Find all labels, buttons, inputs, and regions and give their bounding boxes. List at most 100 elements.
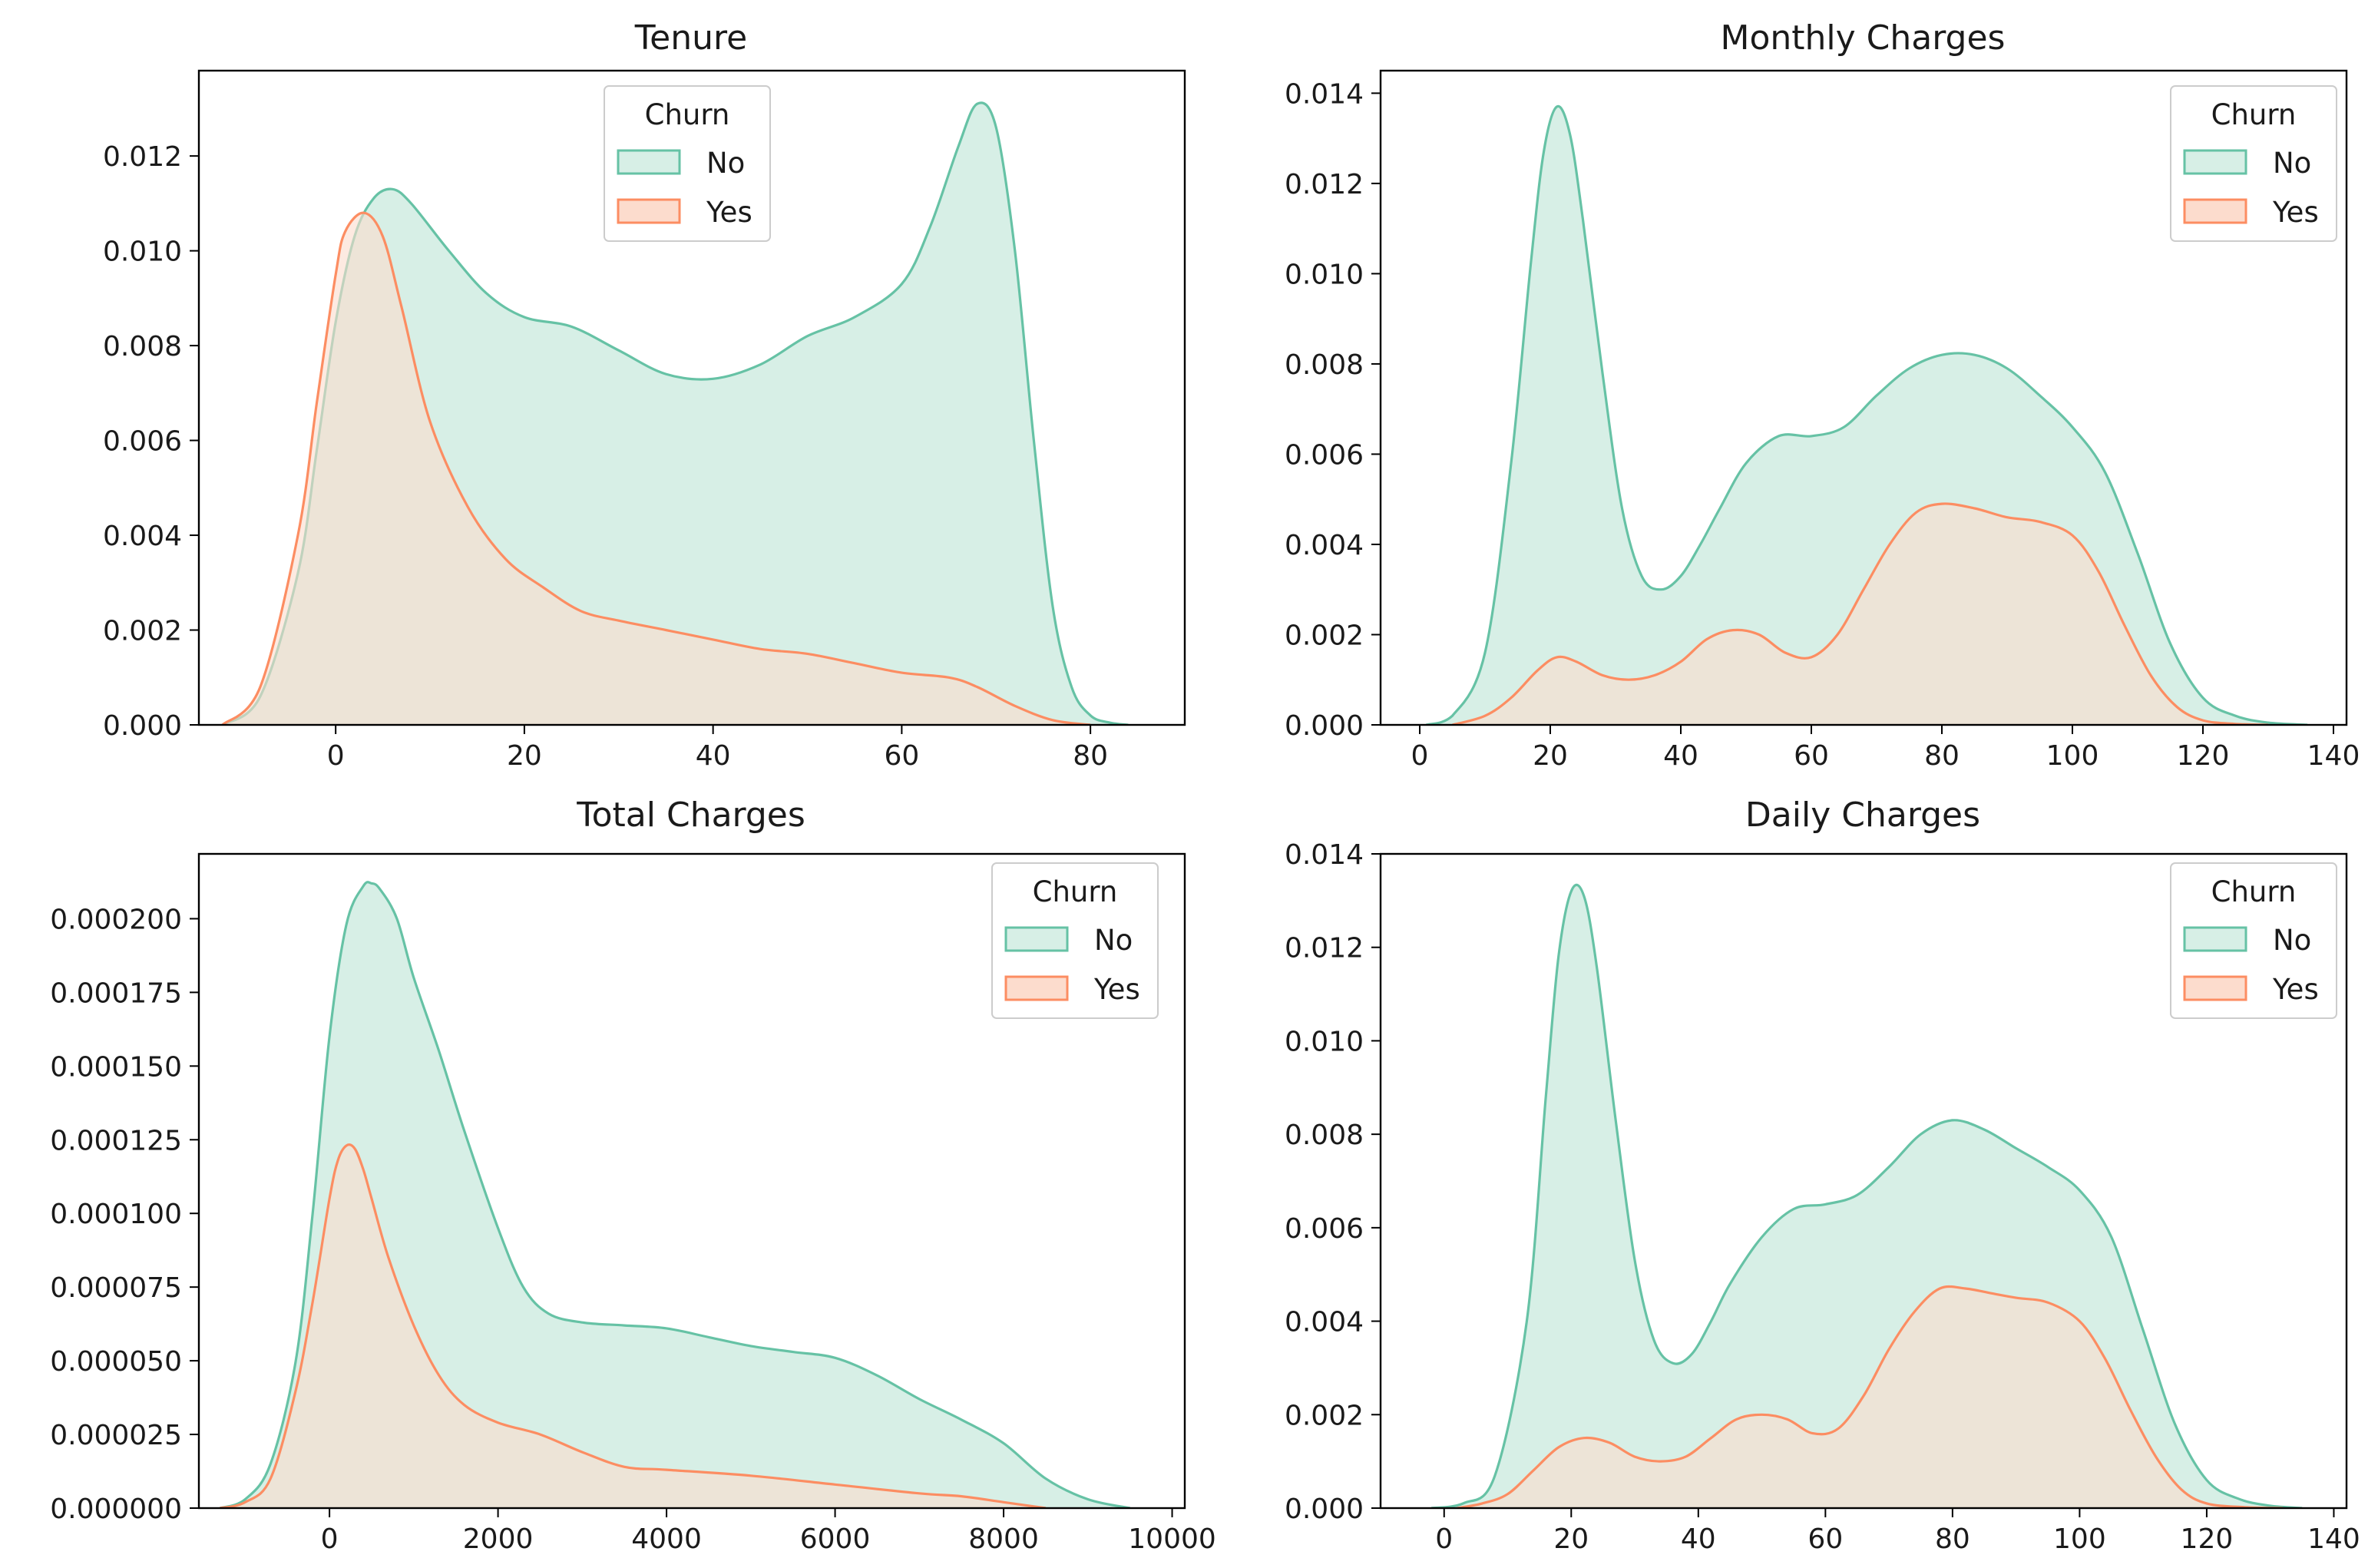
- x-tick-label: 60: [1794, 740, 1829, 772]
- legend-label-yes: Yes: [2272, 196, 2319, 229]
- y-tick-label: 0.010: [1285, 1026, 1364, 1057]
- y-tick-label: 0.000075: [50, 1272, 182, 1304]
- density-line-yes: [221, 211, 1091, 725]
- legend: Churn No Yes: [2170, 862, 2337, 1019]
- y-tick-label: 0.004: [103, 521, 182, 552]
- legend-title: Churn: [2211, 98, 2297, 131]
- x-tick-label: 0: [1411, 740, 1429, 772]
- x-tick-label: 140: [2307, 740, 2360, 772]
- y-tick-label: 0.008: [1285, 1120, 1364, 1151]
- density-line-no: [1430, 883, 2303, 1508]
- y-tick-label: 0.008: [1285, 349, 1364, 381]
- subplot-title: Total Charges: [576, 796, 805, 835]
- y-tick-label: 0.006: [1285, 439, 1364, 471]
- axes-frame: [197, 69, 1186, 726]
- plot-area: [1425, 104, 2308, 725]
- x-tick-label: 40: [1663, 740, 1698, 772]
- legend-swatch-no: [617, 149, 681, 175]
- y-tick-label: 0.000175: [50, 978, 182, 1009]
- legend-swatch-yes: [2183, 975, 2247, 1001]
- x-tick-label: 2000: [463, 1523, 534, 1555]
- y-tick-label: 0.002: [1285, 1400, 1364, 1431]
- y-tick-label: 0.004: [1285, 530, 1364, 561]
- x-tick-label: 4000: [631, 1523, 702, 1555]
- subplot-title: Monthly Charges: [1721, 18, 2006, 58]
- legend-label-yes: Yes: [1093, 973, 1140, 1006]
- y-tick-label: 0.008: [103, 331, 182, 362]
- density-line-yes: [220, 1143, 1047, 1508]
- legend-label-no: No: [2273, 147, 2311, 180]
- legend-title: Churn: [2211, 875, 2297, 908]
- density-area-yes: [1457, 1286, 2284, 1508]
- kde-layer: [219, 881, 1131, 1508]
- legend-title: Churn: [1033, 875, 1118, 908]
- density-line-yes: [1452, 502, 2269, 725]
- x-tick-label: 20: [507, 740, 542, 772]
- x-tick-label: 120: [2181, 1523, 2234, 1555]
- plot-area: [1430, 883, 2303, 1508]
- y-tick-label: 0.000200: [50, 904, 182, 935]
- y-tick-label: 0.012: [1285, 933, 1364, 964]
- y-tick-label: 0.006: [103, 426, 182, 458]
- legend-label-no: No: [1094, 924, 1133, 957]
- density-area-yes: [220, 1144, 1046, 1508]
- legend-label-no: No: [2273, 924, 2311, 957]
- daily-charges-panel: Daily Charges 0 20 40 60 80 100 120 140 0.000 0.0…: [1285, 796, 2360, 1555]
- y-tick-label: 0.000000: [50, 1494, 182, 1525]
- density-area-no: [220, 882, 1130, 1508]
- axes: 0 20 40 60 80 100 120 140 0.000 0.002 0.004 0.006 0.…: [1285, 839, 2360, 1555]
- y-tick-label: 0.012: [1285, 169, 1364, 200]
- x-tick-label: 10000: [1128, 1523, 1216, 1555]
- x-tick-label: 6000: [800, 1523, 871, 1555]
- y-tick-label: 0.006: [1285, 1213, 1364, 1245]
- x-tick-label: 60: [884, 740, 919, 772]
- legend-swatch-yes: [617, 198, 681, 224]
- total-charges-panel: Total Charges 0 2000 4000 6000 8000 10000 0.00…: [50, 796, 1216, 1555]
- x-tick-label: 80: [1935, 1523, 1970, 1555]
- legend-label-yes: Yes: [706, 196, 752, 229]
- legend: Churn No Yes: [991, 862, 1159, 1019]
- x-tick-label: 40: [696, 740, 731, 772]
- axes-frame: [1379, 852, 2348, 1510]
- x-tick-label: 100: [2046, 740, 2099, 772]
- y-tick-label: 0.010: [103, 237, 182, 268]
- legend-swatch-no: [2183, 926, 2247, 952]
- x-tick-label: 20: [1533, 740, 1568, 772]
- kde-layer: [1425, 104, 2308, 725]
- y-tick-label: 0.000: [1285, 710, 1364, 742]
- y-tick-label: 0.010: [1285, 259, 1364, 290]
- density-area-yes: [222, 213, 1091, 725]
- density-area-yes: [1452, 503, 2268, 725]
- x-tick-label: 8000: [968, 1523, 1039, 1555]
- x-tick-label: 0: [327, 740, 345, 772]
- axes-frame: [197, 852, 1186, 1510]
- monthly-charges-panel: Monthly Charges 0 20 40 60 80 100 120 1400.0000…: [1285, 18, 2360, 772]
- legend-swatch-yes: [1004, 975, 1069, 1001]
- x-tick-label: 100: [2053, 1523, 2106, 1555]
- x-tick-label: 40: [1681, 1523, 1716, 1555]
- y-tick-label: 0.000050: [50, 1346, 182, 1378]
- axes: 0 20 40 60 80 0.000 0.002 0.004 0.006 0.008 0.010 0…: [103, 69, 1186, 772]
- legend-swatch-yes: [2183, 198, 2247, 224]
- density-line-no: [1425, 104, 2308, 725]
- x-tick-label: 0: [1435, 1523, 1453, 1555]
- kde-layer: [221, 101, 1129, 725]
- kde-layer: [1430, 883, 2303, 1508]
- legend-label-no: No: [706, 147, 745, 180]
- density-line-yes: [1457, 1285, 2284, 1508]
- subplot-title: Tenure: [634, 18, 747, 58]
- axes: 0 20 40 60 80 100 120 140 0.000 0.002 0.004 0.006 0.…: [1285, 69, 2360, 772]
- legend: Churn No Yes: [604, 85, 771, 242]
- legend-label-yes: Yes: [2272, 973, 2319, 1006]
- x-tick-label: 80: [1073, 740, 1108, 772]
- y-tick-label: 0.002: [1285, 620, 1364, 651]
- x-tick-label: 120: [2177, 740, 2230, 772]
- tenure-panel: Tenure 0 20 40 60 80 0.000 0.002 0.004 0.006 0.00…: [103, 18, 1186, 772]
- x-tick-label: 0: [321, 1523, 339, 1555]
- y-tick-label: 0.014: [1285, 78, 1364, 110]
- axes: 0 2000 4000 6000 8000 10000 0.000000 0.000025 0.…: [50, 852, 1216, 1555]
- y-tick-label: 0.000100: [50, 1199, 182, 1230]
- subplot-title: Daily Charges: [1745, 796, 1980, 835]
- y-tick-label: 0.004: [1285, 1307, 1364, 1338]
- y-tick-label: 0.000125: [50, 1125, 182, 1156]
